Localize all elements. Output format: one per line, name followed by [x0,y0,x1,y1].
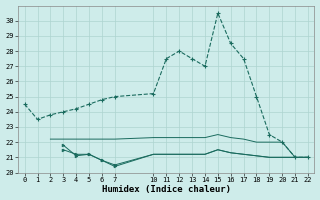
X-axis label: Humidex (Indice chaleur): Humidex (Indice chaleur) [102,185,231,194]
